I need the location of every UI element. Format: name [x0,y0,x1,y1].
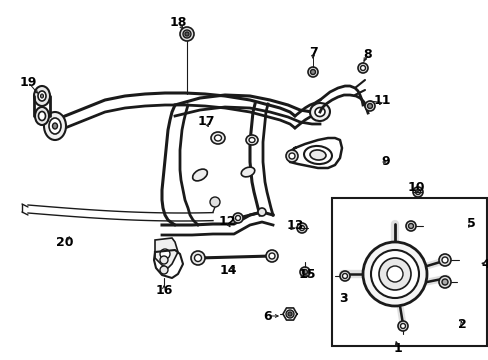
Ellipse shape [35,107,49,125]
Circle shape [302,270,307,274]
Circle shape [191,251,204,265]
Circle shape [265,250,278,262]
Text: 10: 10 [407,181,424,194]
Circle shape [438,276,450,288]
Ellipse shape [49,118,61,134]
Circle shape [378,258,410,290]
Circle shape [400,324,405,328]
Circle shape [288,153,294,159]
Circle shape [412,187,422,197]
Text: 4: 4 [481,257,488,270]
Text: 8: 8 [363,48,371,60]
Circle shape [296,223,306,233]
Ellipse shape [210,132,224,144]
Circle shape [268,253,274,259]
Text: 6: 6 [263,310,272,323]
Ellipse shape [309,103,329,121]
Circle shape [194,255,201,261]
Circle shape [209,197,220,207]
Circle shape [362,242,426,306]
Circle shape [285,150,297,162]
Text: 3: 3 [339,292,347,305]
Circle shape [415,189,420,194]
Text: 20: 20 [56,235,74,248]
Circle shape [160,249,170,259]
Ellipse shape [304,146,331,164]
Text: 17: 17 [197,116,214,129]
Circle shape [307,67,317,77]
Text: 15: 15 [298,267,315,280]
Circle shape [287,312,291,316]
Circle shape [438,254,450,266]
Circle shape [405,221,415,231]
Circle shape [285,310,293,318]
Circle shape [160,266,168,274]
Text: 18: 18 [169,15,186,28]
Ellipse shape [38,91,46,101]
Ellipse shape [44,112,66,140]
Ellipse shape [314,108,325,117]
Circle shape [339,271,349,281]
Circle shape [370,250,418,298]
Ellipse shape [309,150,325,160]
Ellipse shape [34,86,50,106]
Circle shape [360,66,365,71]
Text: 2: 2 [457,318,466,330]
Circle shape [183,30,191,38]
Circle shape [299,267,309,277]
Circle shape [180,27,194,41]
Circle shape [441,257,447,263]
Circle shape [310,69,315,75]
Ellipse shape [41,94,43,98]
Ellipse shape [241,167,254,177]
Circle shape [184,32,189,36]
Text: 7: 7 [308,45,317,58]
Circle shape [386,266,402,282]
Circle shape [299,225,304,230]
Ellipse shape [39,112,45,121]
Circle shape [235,216,240,220]
Text: 13: 13 [286,220,303,233]
Circle shape [258,208,265,216]
Bar [331,198,486,346]
Ellipse shape [245,135,258,145]
Circle shape [407,224,413,229]
Ellipse shape [192,169,207,181]
Circle shape [441,279,447,285]
Text: 14: 14 [219,264,236,276]
Circle shape [367,104,372,108]
Text: 19: 19 [19,76,37,89]
Text: 11: 11 [372,94,390,107]
Circle shape [397,321,407,331]
Text: 12: 12 [218,216,235,229]
Text: 9: 9 [381,156,389,168]
Ellipse shape [248,138,254,143]
Text: 16: 16 [155,284,172,297]
Circle shape [364,101,374,111]
Circle shape [357,63,367,73]
Circle shape [342,274,347,279]
Text: 1: 1 [393,342,402,355]
Text: 5: 5 [466,217,474,230]
Ellipse shape [52,123,58,129]
Circle shape [232,213,243,223]
Ellipse shape [214,135,221,141]
Circle shape [160,256,168,264]
Polygon shape [155,238,178,268]
